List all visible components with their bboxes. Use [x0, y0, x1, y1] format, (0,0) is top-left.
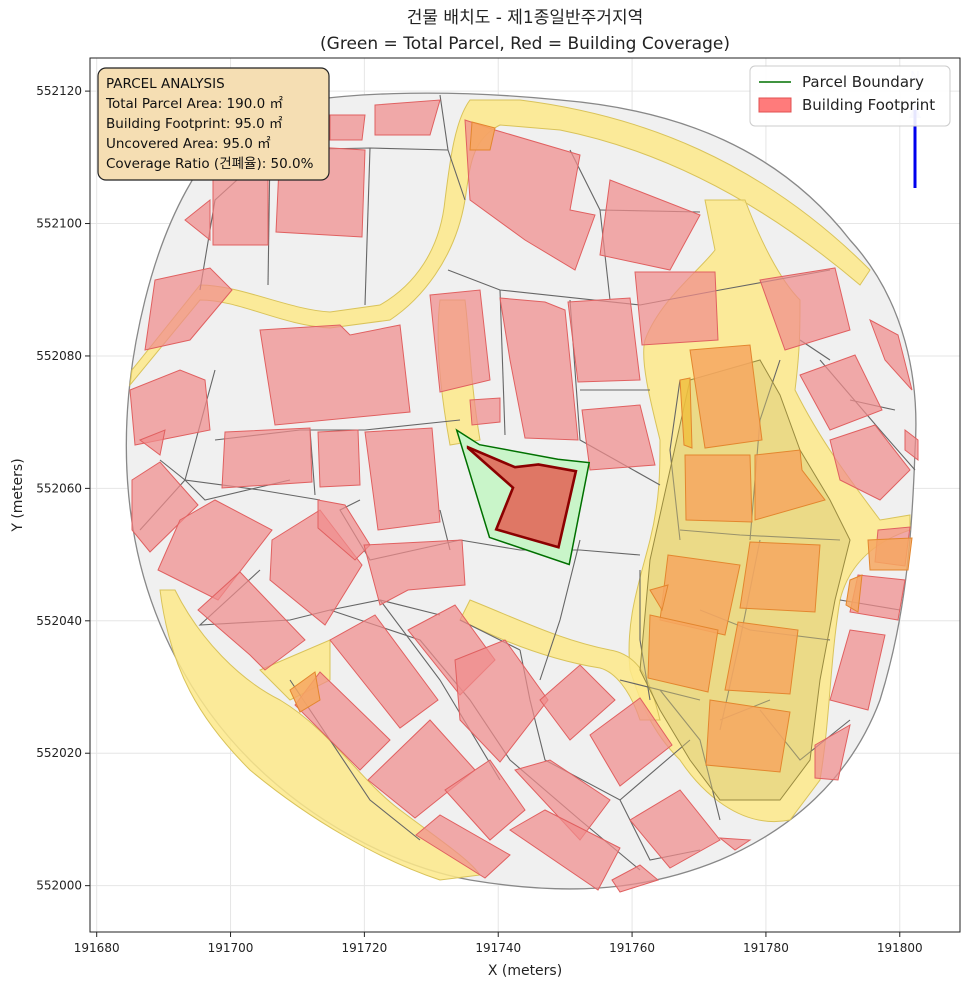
- x-tick-label: 191800: [877, 941, 923, 955]
- plot-area: N: [90, 58, 960, 932]
- y-tick-label: 552060: [36, 481, 82, 495]
- parcel-analysis-box: PARCEL ANALYSIS Total Parcel Area: 190.0…: [97, 67, 330, 181]
- axis-ticks: 191680 191700 191720 191740 191760 191780 1918…: [36, 84, 922, 955]
- x-tick-label: 191700: [208, 941, 254, 955]
- y-tick-label: 552100: [36, 217, 82, 231]
- legend-parcel-label: Parcel Boundary: [802, 73, 924, 91]
- axes-frame: [89, 57, 961, 933]
- x-tick-label: 191720: [341, 941, 387, 955]
- info-uncovered-area: Uncovered Area: 95.0 ㎡: [106, 136, 271, 152]
- info-total-area: Total Parcel Area: 190.0 ㎡: [105, 96, 283, 112]
- info-heading: PARCEL ANALYSIS: [106, 76, 225, 92]
- y-tick-label: 552120: [36, 84, 82, 98]
- info-building-footprint: Building Footprint: 95.0 ㎡: [106, 116, 283, 132]
- y-tick-label: 552080: [36, 349, 82, 363]
- legend-building-label: Building Footprint: [802, 96, 935, 114]
- info-coverage-ratio: Coverage Ratio (건폐율): 50.0%: [106, 156, 314, 172]
- y-tick-label: 552000: [36, 879, 82, 893]
- figure-title: 건물 배치도 - 제1종일반주거지역: [407, 8, 643, 28]
- highlighted-zone: [289, 121, 913, 801]
- subject-building-polygon[interactable]: [466, 445, 578, 549]
- x-tick-label: 191780: [743, 941, 789, 955]
- y-axis-label: Y (meters): [10, 458, 26, 532]
- y-tick-label: 552020: [36, 746, 82, 760]
- x-tick-label: 191740: [475, 941, 521, 955]
- x-tick-label: 191680: [74, 941, 120, 955]
- legend-building-patch: [758, 97, 792, 113]
- legend: Parcel Boundary Building Footprint: [749, 65, 951, 127]
- road-north-curve: [129, 99, 871, 387]
- subject-site: [455, 428, 591, 566]
- x-axis-label: X (meters): [488, 963, 562, 979]
- figure-subtitle: (Green = Total Parcel, Red = Building Co…: [320, 34, 730, 54]
- x-tick-label: 191760: [609, 941, 655, 955]
- y-tick-label: 552040: [36, 614, 82, 628]
- context-buildings: [129, 99, 919, 893]
